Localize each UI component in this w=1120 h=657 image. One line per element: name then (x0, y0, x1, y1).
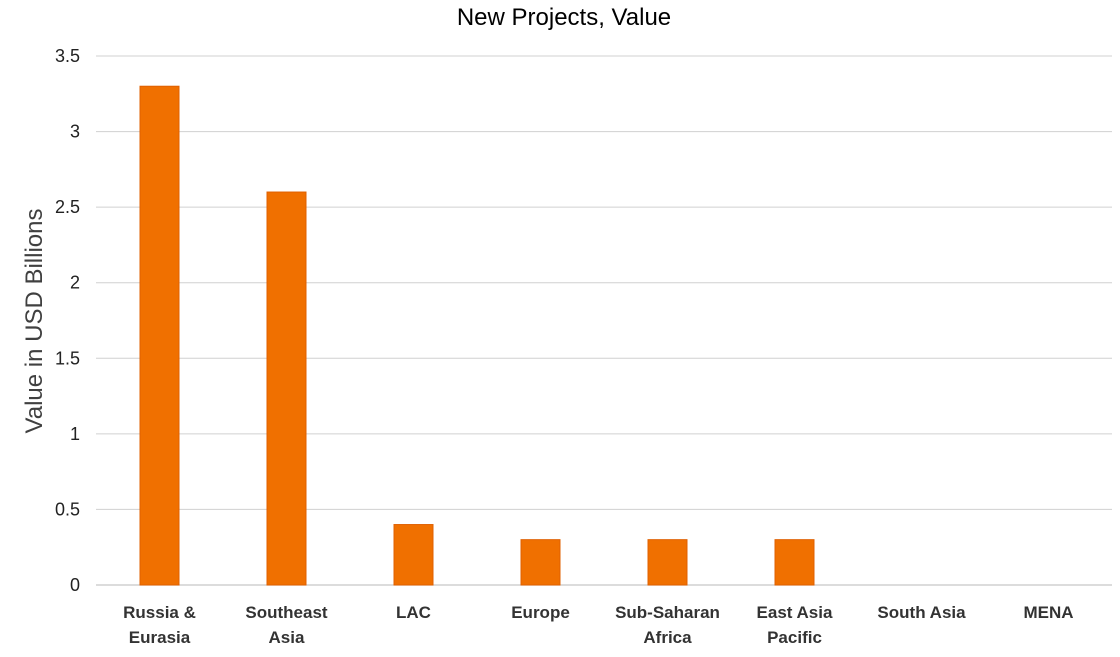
bar (139, 85, 180, 586)
x-tick-label: South Asia (877, 603, 966, 622)
bar (774, 539, 815, 586)
y-tick-label: 2.5 (55, 197, 80, 217)
bar (647, 539, 688, 586)
bar (393, 524, 434, 586)
y-axis-label: Value in USD Billions (21, 209, 48, 434)
y-tick-label: 0.5 (55, 499, 80, 519)
gridlines (96, 55, 1112, 586)
y-tick-label: 0 (70, 575, 80, 595)
bars (139, 85, 815, 586)
x-tick-label: Europe (511, 603, 570, 622)
y-axis-ticks: 0 0.5 1 1.5 2 2.5 3 3.5 (55, 46, 80, 595)
x-tick-label: Southeast Asia (245, 603, 328, 647)
x-tick-label: MENA (1023, 603, 1073, 622)
x-tick-label: East Asia Pacific (757, 603, 833, 647)
y-tick-label: 1 (70, 424, 80, 444)
y-tick-label: 3 (70, 122, 80, 142)
x-tick-label: Russia & Eurasia (123, 603, 196, 647)
y-tick-label: 3.5 (55, 46, 80, 66)
x-tick-label: LAC (396, 603, 431, 622)
chart-title: New Projects, Value (457, 4, 671, 31)
bar (520, 539, 561, 586)
y-tick-label: 2 (70, 273, 80, 293)
x-axis-ticks: Russia & Eurasia Southeast Asia LAC Europe Sub… (123, 603, 1073, 647)
x-tick-label: Sub-Saharan Africa (615, 603, 720, 647)
y-tick-label: 1.5 (55, 348, 80, 368)
bar (266, 191, 307, 586)
